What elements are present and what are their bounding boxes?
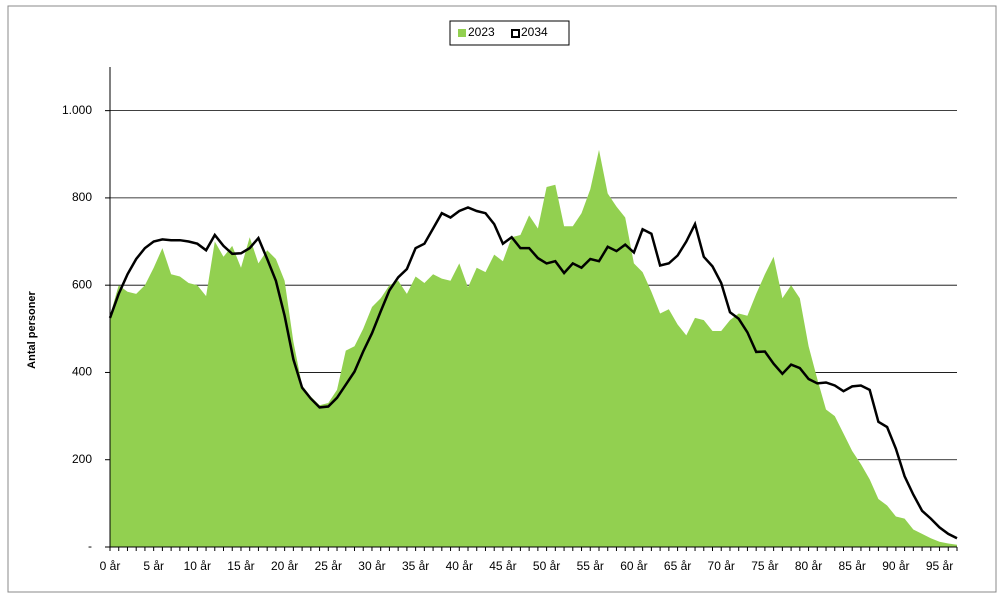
x-tick-label: 30 år	[358, 559, 385, 573]
legend-swatch	[458, 29, 466, 37]
legend-swatch	[511, 29, 520, 38]
y-axis-label: Antal personer	[26, 290, 38, 368]
legend-label: 2023	[468, 25, 495, 39]
x-tick-label: 75 år	[751, 559, 778, 573]
x-tick-label: 95 år	[926, 559, 953, 573]
x-tick-label: 55 år	[577, 559, 604, 573]
x-tick-label: 10 år	[184, 559, 211, 573]
x-tick-label: 45 år	[489, 559, 516, 573]
x-tick-label: 70 år	[708, 559, 735, 573]
y-tick-label: 800	[72, 190, 92, 204]
x-tick-label: 15 år	[227, 559, 254, 573]
x-tick-label: 5 år	[143, 559, 164, 573]
y-tick-label: 400	[72, 365, 92, 379]
legend-box	[449, 20, 570, 46]
x-tick-label: 80 år	[795, 559, 822, 573]
y-tick-label: 1.000	[62, 103, 92, 117]
x-tick-label: 25 år	[315, 559, 342, 573]
y-tick-label: 600	[72, 277, 92, 291]
legend-label: 2034	[521, 25, 548, 39]
area	[110, 149, 957, 547]
x-tick-label: 50 år	[533, 559, 560, 573]
y-tick-label: 200	[72, 452, 92, 466]
y-tick-label: -	[88, 539, 92, 553]
x-tick-label: 65 år	[664, 559, 691, 573]
x-tick-label: 60 år	[620, 559, 647, 573]
x-tick-label: 20 år	[271, 559, 298, 573]
legend: 2023 2034	[449, 20, 570, 46]
x-tick-label: 35 år	[402, 559, 429, 573]
line	[108, 206, 958, 540]
x-tick-label: 0 år	[100, 559, 121, 573]
x-tick-label: 85 år	[839, 559, 866, 573]
x-tick-label: 90 år	[882, 559, 909, 573]
x-tick-label: 40 år	[446, 559, 473, 573]
